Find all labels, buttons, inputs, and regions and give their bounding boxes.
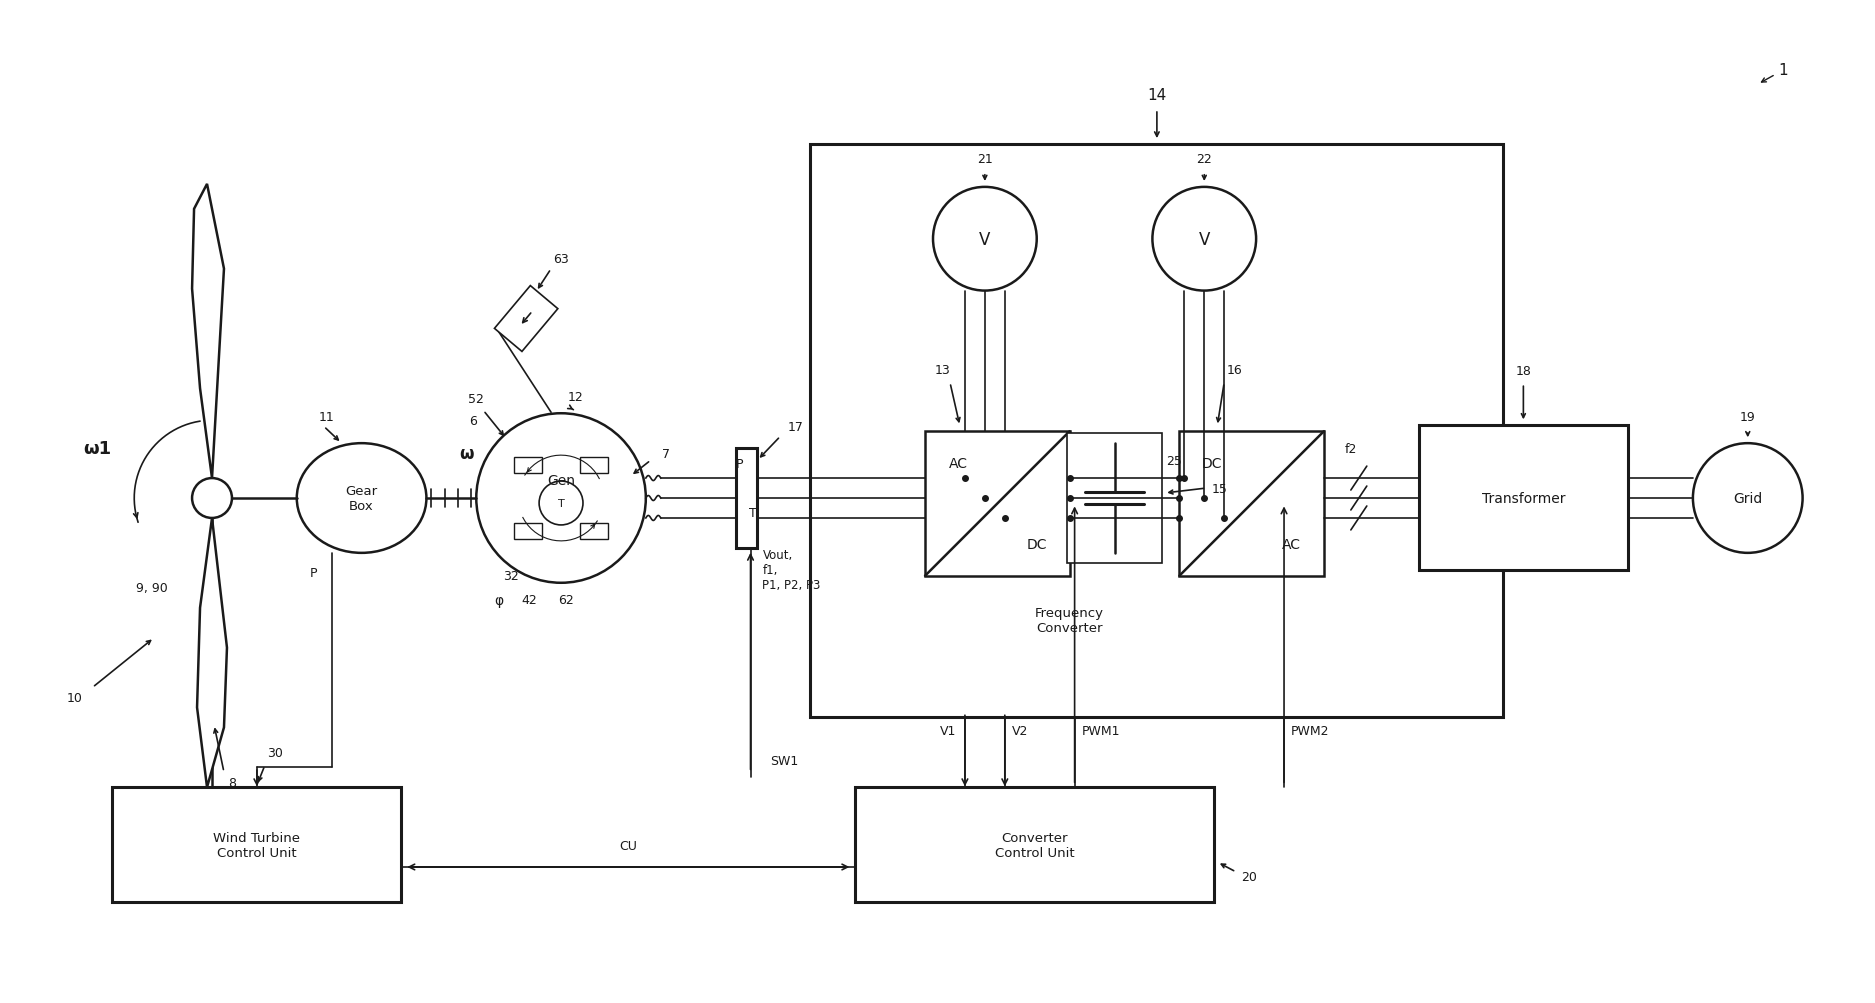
Text: 17: 17	[788, 420, 802, 433]
Text: 19: 19	[1740, 410, 1755, 423]
Text: 52: 52	[469, 392, 484, 405]
Text: Grid: Grid	[1732, 491, 1762, 506]
Ellipse shape	[296, 443, 426, 554]
Text: Wind Turbine
Control Unit: Wind Turbine Control Unit	[214, 830, 300, 859]
Bar	[855, 787, 1215, 902]
Text: 18: 18	[1515, 364, 1532, 377]
Polygon shape	[1179, 431, 1324, 576]
Text: 10: 10	[66, 691, 82, 704]
Bar	[514, 457, 542, 473]
Text: Converter
Control Unit: Converter Control Unit	[996, 830, 1074, 859]
Text: V: V	[979, 231, 990, 249]
Text: V1: V1	[939, 724, 956, 737]
Text: 25: 25	[1166, 454, 1183, 467]
Text: AC: AC	[1281, 538, 1301, 552]
Bar	[810, 144, 1504, 718]
Circle shape	[191, 478, 232, 519]
Circle shape	[540, 481, 583, 526]
Text: SW1: SW1	[771, 754, 799, 767]
Text: PWM2: PWM2	[1292, 724, 1329, 737]
Text: 20: 20	[1241, 871, 1256, 884]
Text: 21: 21	[977, 153, 992, 166]
Text: φ: φ	[495, 593, 504, 607]
Text: Vout,
f1,
P1, P2, P3: Vout, f1, P1, P2, P3	[763, 549, 821, 592]
Polygon shape	[191, 185, 223, 478]
Text: 7: 7	[662, 447, 669, 460]
Text: Gear
Box: Gear Box	[345, 484, 377, 513]
Text: 22: 22	[1196, 153, 1211, 166]
Text: 1: 1	[1778, 62, 1787, 77]
Text: Frequency
Converter: Frequency Converter	[1035, 606, 1104, 634]
Bar	[579, 524, 608, 540]
Circle shape	[1153, 188, 1256, 291]
Text: Gen: Gen	[548, 473, 576, 487]
Polygon shape	[197, 519, 227, 787]
Text: 8: 8	[229, 776, 236, 789]
Text: 11: 11	[319, 410, 334, 423]
Text: 32: 32	[503, 570, 519, 583]
Text: 16: 16	[1226, 363, 1241, 376]
Polygon shape	[495, 286, 559, 352]
Polygon shape	[924, 431, 1069, 576]
Text: CU: CU	[619, 839, 638, 852]
Circle shape	[1693, 443, 1802, 554]
Text: 42: 42	[521, 594, 536, 607]
Text: P: P	[309, 567, 317, 580]
Bar	[1419, 426, 1628, 571]
Bar	[1067, 433, 1162, 564]
Text: 14: 14	[1148, 87, 1166, 102]
Text: T: T	[557, 498, 564, 509]
Text: PWM1: PWM1	[1082, 724, 1119, 737]
Text: 30: 30	[266, 746, 283, 759]
Text: 9, 90: 9, 90	[137, 582, 169, 595]
Text: 13: 13	[936, 363, 951, 376]
Text: ω: ω	[459, 444, 474, 462]
Text: V2: V2	[1013, 724, 1028, 737]
Text: 6: 6	[469, 414, 478, 427]
Text: 12: 12	[568, 390, 583, 403]
Circle shape	[934, 188, 1037, 291]
Text: 15: 15	[1211, 482, 1226, 495]
Bar	[579, 457, 608, 473]
Text: 63: 63	[553, 253, 568, 266]
Text: 62: 62	[559, 594, 574, 607]
Bar	[112, 787, 401, 902]
Text: AC: AC	[949, 456, 968, 470]
Text: ω1: ω1	[82, 439, 111, 457]
Text: Transformer: Transformer	[1481, 491, 1566, 505]
Text: T: T	[748, 507, 756, 520]
Circle shape	[476, 414, 645, 583]
Text: V: V	[1198, 231, 1209, 249]
Text: DC: DC	[1026, 538, 1046, 552]
Text: DC: DC	[1202, 456, 1222, 470]
Bar	[514, 524, 542, 540]
Text: P: P	[735, 457, 742, 470]
Text: f2: f2	[1344, 442, 1358, 455]
Bar	[735, 448, 758, 549]
